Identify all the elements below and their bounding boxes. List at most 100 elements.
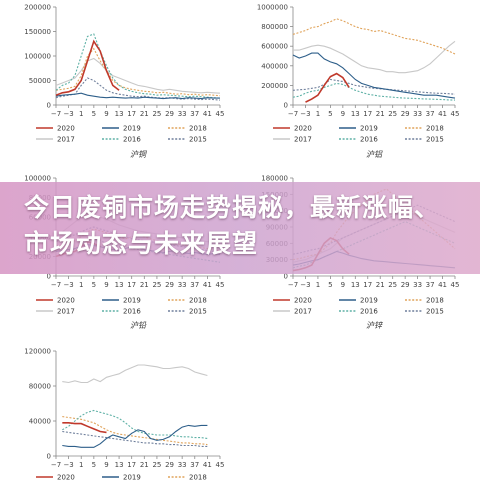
x-tick-label: −3 <box>63 110 73 118</box>
x-tick-label: 45 <box>216 281 225 289</box>
legend-label: 2018 <box>189 474 207 480</box>
legend-label: 2020 <box>57 125 75 133</box>
y-tick-label: 1000000 <box>257 4 288 12</box>
x-tick-label: 41 <box>203 110 212 118</box>
y-tick-label: 0 <box>47 102 51 110</box>
x-tick-label: −7 <box>288 281 298 289</box>
legend-label: 2016 <box>360 308 378 316</box>
y-tick-label: 100000 <box>24 175 51 183</box>
x-tick-label: 25 <box>152 461 161 469</box>
y-tick-label: 180000 <box>261 175 288 183</box>
x-tick-label: 37 <box>426 110 435 118</box>
y-tick-label: 0 <box>284 102 288 110</box>
x-tick-label: 41 <box>438 110 447 118</box>
y-tick-label: 200000 <box>261 82 288 90</box>
legend-label: 2017 <box>57 136 75 144</box>
legend-label: 2019 <box>360 297 378 305</box>
series-line-2015 <box>292 78 456 95</box>
x-tick-label: 25 <box>388 281 397 289</box>
legend-label: 2018 <box>426 125 444 133</box>
legend-label: 2017 <box>294 308 312 316</box>
x-tick-label: 9 <box>341 281 345 289</box>
legend-label: 2015 <box>426 308 444 316</box>
y-tick-label: 0 <box>284 273 288 281</box>
legend-label: 2019 <box>360 125 378 133</box>
x-tick-label: 5 <box>92 461 96 469</box>
x-tick-label: 17 <box>363 281 372 289</box>
x-tick-label: 9 <box>104 461 108 469</box>
x-tick-label: 13 <box>351 110 360 118</box>
y-tick-label: 800000 <box>261 23 288 31</box>
x-tick-label: 37 <box>190 461 199 469</box>
headline-title: 今日废铜市场走势揭秘，最新涨幅、市场动态与未来展望 <box>24 193 441 258</box>
x-tick-label: 29 <box>401 281 410 289</box>
x-tick-label: 33 <box>178 281 187 289</box>
legend-label: 2015 <box>189 136 207 144</box>
x-tick-label: 5 <box>328 281 332 289</box>
series-line-2016 <box>62 409 208 440</box>
series-line-2017 <box>62 364 208 384</box>
chart-caption: 沪铝 <box>366 150 383 159</box>
x-tick-label: 25 <box>152 110 161 118</box>
x-tick-label: 17 <box>363 110 372 118</box>
chart-caption: 沪铅 <box>130 321 147 330</box>
series-line-2015 <box>55 77 221 101</box>
x-tick-label: 29 <box>401 110 410 118</box>
x-tick-label: 13 <box>115 461 124 469</box>
legend-label: 2020 <box>57 474 75 480</box>
x-tick-label: 1 <box>316 281 320 289</box>
x-tick-label: 29 <box>165 281 174 289</box>
x-tick-label: 5 <box>92 281 96 289</box>
x-tick-label: 13 <box>115 281 124 289</box>
x-tick-label: 21 <box>140 281 149 289</box>
x-tick-label: −3 <box>300 110 310 118</box>
legend-label: 2019 <box>123 125 141 133</box>
x-tick-label: 37 <box>426 281 435 289</box>
y-tick-label: 0 <box>47 273 51 281</box>
headline-banner: 今日废铜市场走势揭秘，最新涨幅、市场动态与未来展望 <box>0 182 480 274</box>
x-tick-label: −7 <box>51 110 61 118</box>
series-line-2016 <box>55 33 221 99</box>
x-tick-label: 9 <box>104 281 108 289</box>
legend-label: 2019 <box>123 297 141 305</box>
legend-label: 2018 <box>189 125 207 133</box>
x-tick-label: −3 <box>300 281 310 289</box>
legend-label: 2017 <box>57 308 75 316</box>
x-tick-label: 13 <box>115 110 124 118</box>
series-line-2019 <box>55 92 220 100</box>
x-tick-label: 37 <box>190 110 199 118</box>
x-tick-label: 41 <box>203 281 212 289</box>
x-tick-label: 5 <box>92 110 96 118</box>
y-tick-label: 40000 <box>29 418 51 426</box>
legend-label: 2019 <box>123 474 141 480</box>
x-tick-label: 1 <box>79 110 83 118</box>
x-tick-label: 45 <box>216 110 225 118</box>
x-tick-label: 29 <box>165 110 174 118</box>
y-tick-label: 100000 <box>24 53 51 61</box>
y-tick-label: 400000 <box>261 62 288 70</box>
x-tick-label: 45 <box>216 461 225 469</box>
x-tick-label: 17 <box>127 281 136 289</box>
x-tick-label: 21 <box>376 110 385 118</box>
series-line-2016 <box>292 82 456 101</box>
x-tick-label: −7 <box>51 461 61 469</box>
legend-label: 2020 <box>294 125 312 133</box>
series-line-2015 <box>62 430 208 447</box>
x-tick-label: −3 <box>63 461 73 469</box>
series-line-2020 <box>62 422 107 434</box>
x-tick-label: 41 <box>438 281 447 289</box>
y-tick-label: 600000 <box>261 43 288 51</box>
x-tick-label: 33 <box>413 110 422 118</box>
legend-label: 2016 <box>360 136 378 144</box>
series-line-2020 <box>55 39 120 96</box>
x-tick-label: 9 <box>341 110 345 118</box>
series-line-2017 <box>55 57 221 94</box>
legend-label: 2017 <box>294 136 312 144</box>
chart-caption: 沪铜 <box>130 150 148 159</box>
x-tick-label: 1 <box>79 461 83 469</box>
x-tick-label: 5 <box>328 110 332 118</box>
x-tick-label: 25 <box>388 110 397 118</box>
legend-label: 2018 <box>426 297 444 305</box>
legend-label: 2018 <box>189 297 207 305</box>
y-tick-label: 120000 <box>24 348 51 356</box>
